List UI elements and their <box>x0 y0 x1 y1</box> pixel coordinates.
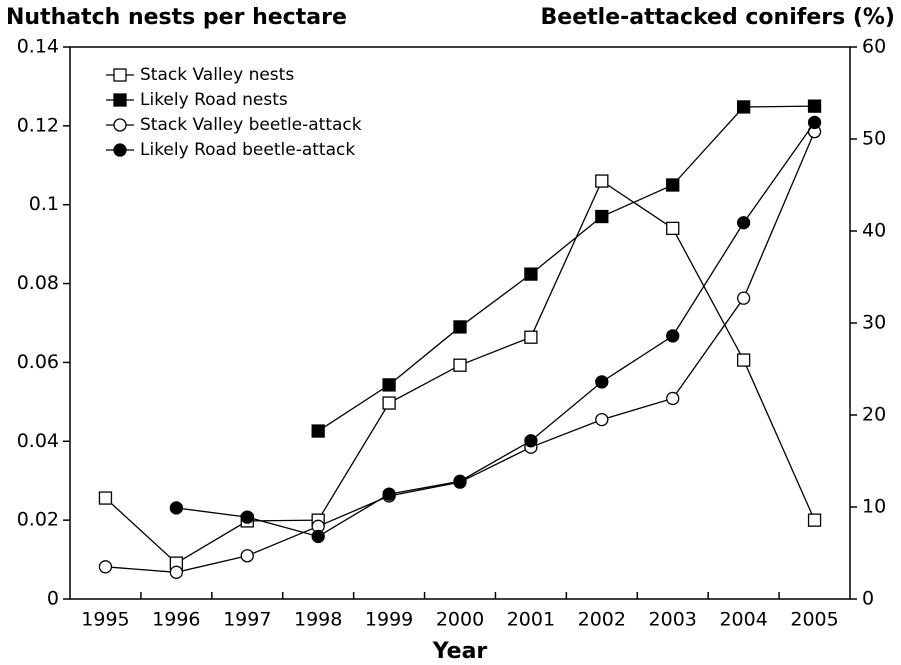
x-tick-label: 1999 <box>365 609 413 631</box>
y2-tick-label: 40 <box>862 220 886 242</box>
marker <box>240 510 254 524</box>
marker <box>736 291 751 305</box>
y-tick-label: 0.08 <box>17 272 59 294</box>
legend-label: Stack Valley nests <box>140 65 294 85</box>
x-tick-label: 1996 <box>152 609 200 631</box>
y-tick-label: 0.02 <box>17 509 59 531</box>
marker <box>524 267 538 281</box>
marker <box>666 221 680 236</box>
x-tick-label: 2004 <box>719 609 767 631</box>
marker <box>98 491 113 505</box>
legend-label: Likely Road nests <box>140 90 288 110</box>
marker <box>113 118 127 132</box>
y2-tick-label: 30 <box>862 312 886 334</box>
marker <box>666 329 680 343</box>
marker <box>595 375 609 389</box>
y2-tick-label: 0 <box>862 588 874 610</box>
marker <box>595 209 609 224</box>
marker <box>113 93 127 107</box>
marker <box>666 391 680 406</box>
x-tick-label: 2002 <box>578 609 626 631</box>
y-tick-label: 0.14 <box>17 36 59 58</box>
y2-tick-label: 10 <box>862 496 886 518</box>
y-axis-title: Nuthatch nests per hectare <box>6 5 347 30</box>
series-line <box>105 180 816 564</box>
marker <box>736 353 751 367</box>
marker <box>595 174 609 188</box>
y2-tick-label: 50 <box>862 128 886 150</box>
marker <box>736 216 751 230</box>
marker <box>382 378 396 392</box>
marker <box>524 330 538 344</box>
marker <box>595 412 609 427</box>
marker <box>113 143 127 157</box>
y-tick-label: 0.1 <box>29 193 59 215</box>
marker <box>807 99 822 113</box>
marker <box>453 320 467 334</box>
marker <box>666 178 680 192</box>
x-tick-label: 1997 <box>223 609 271 631</box>
marker <box>169 501 184 515</box>
marker <box>169 565 184 579</box>
x-axis-title: Year <box>432 639 488 664</box>
marker <box>98 560 113 574</box>
marker <box>382 487 396 501</box>
y2-tick-label: 60 <box>862 36 886 58</box>
marker <box>736 100 751 114</box>
marker <box>807 115 822 130</box>
y-tick-label: 0.12 <box>17 114 59 136</box>
x-tick-label: 2001 <box>507 609 555 631</box>
marker <box>524 434 538 448</box>
y2-tick-label: 20 <box>862 404 886 426</box>
series-line <box>176 122 816 538</box>
marker <box>240 549 254 563</box>
marker <box>453 358 467 372</box>
marker <box>382 396 396 410</box>
series-line <box>317 105 815 432</box>
x-tick-label: 2000 <box>436 609 484 631</box>
y2-axis-title: Beetle-attacked conifers (%) <box>541 5 895 30</box>
marker <box>311 529 325 544</box>
x-tick-label: 1995 <box>81 609 129 631</box>
series-line <box>105 131 816 573</box>
x-tick-label: 1998 <box>294 609 342 631</box>
marker <box>807 513 822 527</box>
marker <box>453 474 467 488</box>
legend-label: Likely Road beetle-attack <box>140 140 355 160</box>
x-tick-label: 2005 <box>790 609 838 631</box>
x-tick-label: 2003 <box>649 609 697 631</box>
marker <box>113 68 127 82</box>
y-tick-label: 0.06 <box>17 351 59 373</box>
y-tick-label: 0 <box>47 588 59 610</box>
marker <box>311 424 325 438</box>
legend-label: Stack Valley beetle-attack <box>140 115 362 135</box>
y-tick-label: 0.04 <box>17 430 59 452</box>
